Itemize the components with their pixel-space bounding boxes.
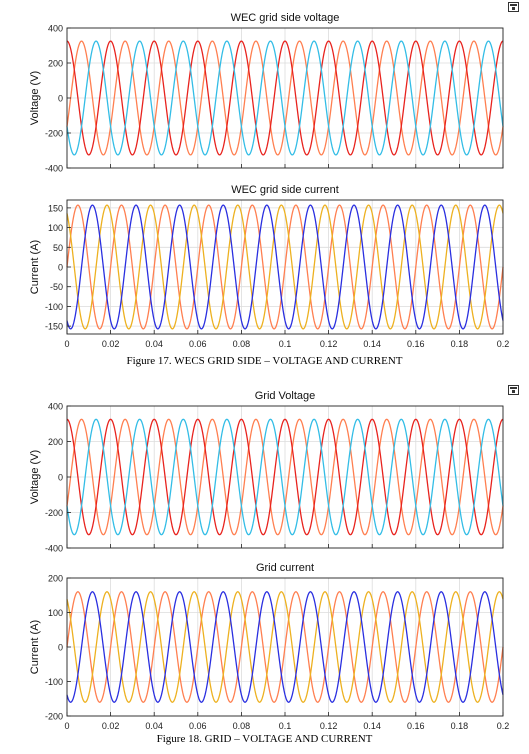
y-tick-label: 200 bbox=[48, 59, 63, 69]
y-tick-label: -100 bbox=[45, 302, 63, 312]
series-line-3 bbox=[66, 40, 504, 156]
x-tick-label: 0.04 bbox=[145, 339, 163, 349]
series-line-2 bbox=[66, 204, 504, 330]
y-axis-label: Current (A) bbox=[29, 240, 41, 294]
x-tick-label: 0.2 bbox=[497, 721, 510, 731]
chart-title: Grid Voltage bbox=[255, 390, 316, 402]
y-axis-label: Current (A) bbox=[29, 620, 41, 674]
y-tick-label: -150 bbox=[45, 322, 63, 332]
x-tick-label: 0.12 bbox=[320, 339, 338, 349]
y-tick-label: 100 bbox=[48, 223, 63, 233]
y-tick-label: 200 bbox=[48, 437, 63, 447]
undock-icon[interactable] bbox=[508, 2, 519, 12]
y-tick-label: 400 bbox=[48, 24, 63, 34]
chart-3: 400 200 0 -200 -400 Grid Voltage Voltage (V) bbox=[29, 390, 504, 554]
y-tick-label: 150 bbox=[48, 203, 63, 213]
y-axis-label: Voltage (V) bbox=[29, 71, 41, 125]
chart-title: WEC grid side current bbox=[231, 184, 339, 196]
y-tick-label: 50 bbox=[53, 243, 63, 253]
figure-17-caption: Figure 17. WECS GRID SIDE – VOLTAGE AND … bbox=[126, 355, 403, 367]
x-tick-label: 0.02 bbox=[102, 721, 120, 731]
chart-title: WEC grid side voltage bbox=[231, 12, 340, 24]
x-tick-label: 0.12 bbox=[320, 721, 338, 731]
x-tick-label: 0.06 bbox=[189, 721, 207, 731]
figure-18-caption: Figure 18. GRID – VOLTAGE AND CURRENT bbox=[156, 733, 373, 745]
x-tick-label: 0.2 bbox=[497, 339, 510, 349]
x-tick-label: 0.16 bbox=[407, 721, 425, 731]
x-tick-label: 0.06 bbox=[189, 339, 207, 349]
y-tick-label: -50 bbox=[50, 282, 63, 292]
y-tick-label: 0 bbox=[58, 94, 63, 104]
chart-title: Grid current bbox=[256, 562, 314, 574]
series-line-1 bbox=[66, 591, 504, 703]
y-tick-label: -400 bbox=[45, 164, 63, 174]
series-line-3 bbox=[66, 591, 504, 703]
series-line-3 bbox=[66, 204, 504, 330]
x-tick-label: 0.04 bbox=[145, 721, 163, 731]
y-tick-label: 100 bbox=[48, 608, 63, 618]
x-tick-label: 0.02 bbox=[102, 339, 120, 349]
y-tick-label: 0 bbox=[58, 263, 63, 273]
series-line-2 bbox=[66, 591, 504, 703]
y-tick-label: 0 bbox=[58, 643, 63, 653]
y-tick-label: 400 bbox=[48, 402, 63, 412]
undock-icon[interactable] bbox=[508, 385, 519, 395]
y-tick-label: 200 bbox=[48, 574, 63, 584]
x-tick-label: 0.08 bbox=[233, 339, 251, 349]
x-tick-label: 0.14 bbox=[363, 339, 381, 349]
x-tick-label: 0 bbox=[64, 339, 69, 349]
y-axis-label: Voltage (V) bbox=[29, 450, 41, 504]
x-tick-label: 0.18 bbox=[451, 339, 469, 349]
x-tick-label: 0.16 bbox=[407, 339, 425, 349]
y-tick-label: 0 bbox=[58, 473, 63, 483]
chart-1: 400 200 0 -200 -400 WEC grid side voltage Volt… bbox=[29, 12, 504, 174]
y-tick-label: -200 bbox=[45, 508, 63, 518]
x-tick-label: 0.14 bbox=[363, 721, 381, 731]
x-tick-label: 0.1 bbox=[279, 721, 292, 731]
x-tick-label: 0.1 bbox=[279, 339, 292, 349]
series-line-3 bbox=[66, 418, 504, 536]
y-tick-label: -400 bbox=[45, 544, 63, 554]
y-tick-label: -200 bbox=[45, 129, 63, 139]
x-tick-label: 0 bbox=[64, 721, 69, 731]
y-tick-label: -100 bbox=[45, 677, 63, 687]
x-tick-label: 0.18 bbox=[451, 721, 469, 731]
series-line-1 bbox=[66, 204, 504, 330]
y-tick-label: -200 bbox=[45, 712, 63, 722]
x-tick-label: 0.08 bbox=[233, 721, 251, 731]
